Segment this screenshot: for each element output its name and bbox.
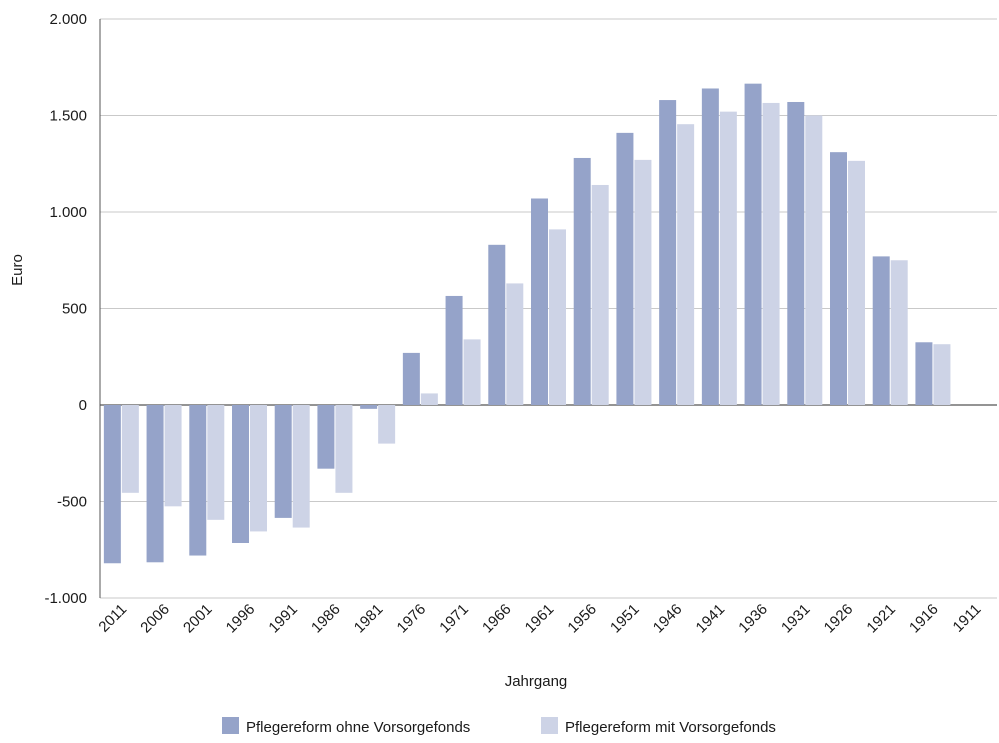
bar-mit-vorsorgefonds [121, 405, 139, 493]
bar-mit-vorsorgefonds [762, 102, 780, 405]
x-tick-label: 1951 [607, 601, 643, 637]
bar-mit-vorsorgefonds [848, 160, 865, 405]
legend-swatch-ohne [222, 717, 239, 734]
bar-ohne-vorsorgefonds [274, 405, 292, 518]
bar-ohne-vorsorgefonds [146, 405, 164, 563]
bar-ohne-vorsorgefonds [488, 244, 506, 405]
y-tick-label: 1.500 [49, 108, 87, 125]
bar-mit-vorsorgefonds [420, 393, 438, 405]
x-tick-label: 1956 [564, 601, 600, 637]
x-tick-label: 1926 [821, 601, 857, 637]
x-tick-label: 2006 [137, 601, 173, 637]
x-tick-label: 1966 [479, 601, 515, 637]
bars-layer [103, 83, 951, 564]
grid-layer [100, 18, 997, 599]
x-tick-label: 1981 [351, 601, 387, 637]
bar-ohne-vorsorgefonds [659, 100, 677, 405]
legend-swatch-mit [541, 717, 558, 734]
y-tick-label: -1.000 [44, 590, 87, 607]
x-tick-label: 2001 [180, 601, 216, 637]
y-tick-label: 0 [79, 397, 87, 414]
bar-mit-vorsorgefonds [463, 339, 481, 405]
bar-ohne-vorsorgefonds [189, 405, 207, 556]
bar-mit-vorsorgefonds [677, 124, 695, 405]
x-tick-label: 1916 [906, 601, 942, 637]
x-tick-label: 1991 [265, 601, 301, 637]
bar-ohne-vorsorgefonds [915, 342, 933, 405]
x-tick-label: 1936 [735, 601, 771, 637]
bar-ohne-vorsorgefonds [744, 83, 762, 406]
legend-item-ohne: Pflegereform ohne Vorsorgefonds [222, 717, 470, 736]
bar-mit-vorsorgefonds [506, 283, 524, 405]
x-tick-label: 1911 [950, 601, 985, 636]
x-tick-label: 1946 [650, 601, 686, 637]
bar-mit-vorsorgefonds [164, 405, 182, 507]
legend-label-mit: Pflegereform mit Vorsorgefonds [565, 719, 776, 736]
y-tick-label: -500 [57, 494, 87, 511]
legend: Pflegereform ohne Vorsorgefonds Pflegere… [222, 717, 776, 736]
bar-ohne-vorsorgefonds [787, 101, 805, 406]
bar-ohne-vorsorgefonds [402, 352, 420, 405]
bar-mit-vorsorgefonds [634, 159, 652, 405]
y-tick-label: 1.000 [49, 204, 87, 221]
legend-item-mit: Pflegereform mit Vorsorgefonds [541, 717, 776, 736]
x-tick-label: 1931 [778, 601, 814, 637]
x-axis-title: Jahrgang [505, 673, 568, 690]
x-tick-label: 1976 [394, 601, 430, 637]
bar-mit-vorsorgefonds [549, 229, 566, 405]
y-tick-label: 2.000 [49, 11, 87, 28]
bar-mit-vorsorgefonds [591, 184, 609, 405]
bar-ohne-vorsorgefonds [360, 405, 378, 409]
bar-mit-vorsorgefonds [890, 260, 908, 405]
bar-ohne-vorsorgefonds [103, 405, 121, 564]
bar-ohne-vorsorgefonds [232, 405, 249, 543]
bar-ohne-vorsorgefonds [445, 295, 463, 405]
bar-mit-vorsorgefonds [250, 405, 267, 532]
bar-mit-vorsorgefonds [805, 115, 823, 405]
bar-mit-vorsorgefonds [292, 405, 310, 528]
bar-mit-vorsorgefonds [933, 344, 951, 405]
bar-ohne-vorsorgefonds [830, 152, 847, 405]
bar-ohne-vorsorgefonds [872, 256, 890, 405]
x-tick-label: 1961 [522, 601, 558, 637]
y-axis-title: Euro [9, 254, 26, 286]
bar-ohne-vorsorgefonds [317, 405, 335, 469]
bar-ohne-vorsorgefonds [701, 88, 719, 405]
bar-ohne-vorsorgefonds [616, 132, 634, 405]
x-tick-label: 1921 [863, 601, 899, 637]
x-tick-label: 1971 [436, 601, 472, 637]
x-tick-label: 1996 [223, 601, 259, 637]
bar-mit-vorsorgefonds [335, 405, 353, 493]
bar-mit-vorsorgefonds [207, 405, 225, 520]
bar-mit-vorsorgefonds [719, 111, 737, 405]
legend-label-ohne: Pflegereform ohne Vorsorgefonds [246, 719, 470, 736]
bar-mit-vorsorgefonds [378, 405, 396, 444]
x-tick-label: 1986 [308, 601, 344, 637]
bar-ohne-vorsorgefonds [531, 198, 548, 405]
x-tick-label: 2011 [95, 601, 130, 636]
y-tick-label: 500 [62, 301, 87, 318]
bar-ohne-vorsorgefonds [573, 157, 591, 405]
x-tick-label: 1941 [693, 601, 729, 637]
